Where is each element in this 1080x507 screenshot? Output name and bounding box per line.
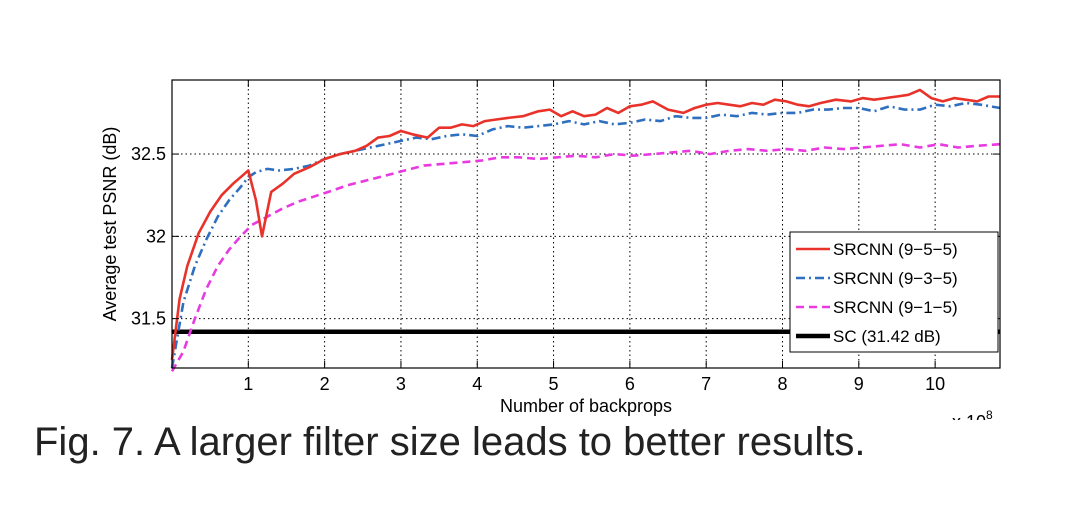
plot-area-frame [171,79,1001,369]
y-tick-label: 32.5 [131,144,166,164]
psnr-chart: 1 2 3 4 5 6 7 8 9 10 31.5 32 32.5 Number of backprop… [100,79,1001,420]
x-tick-label: 4 [472,374,482,394]
y-tick-label: 32 [146,226,166,246]
x-tick-label: 3 [396,374,406,394]
y-axis-title: Average test PSNR (dB) [100,127,120,322]
x-tick-label: 6 [625,374,635,394]
legend-label: SRCNN (9−3−5) [833,269,958,288]
x-tick-label: 7 [701,374,711,394]
x-tick-label: 1 [243,374,253,394]
axis-ticks: 1 2 3 4 5 6 7 8 9 10 31.5 32 32.5 [131,80,1000,394]
x-multiplier-exponent: 8 [986,408,993,420]
y-tick-label: 31.5 [131,309,166,329]
legend-label: SC (31.42 dB) [833,327,941,346]
series-line [170,101,1001,369]
legend-box [789,231,999,353]
series-line [170,88,1000,360]
x-tick-label: 5 [549,374,559,394]
legend-label: SRCNN (9−1−5) [833,298,958,317]
legend-label: SRCNN (9−5−5) [833,240,958,259]
x-axis-title: Number of backprops [500,396,672,416]
legend: SRCNN (9−5−5) SRCNN (9−3−5) SRCNN (9−1−5) S… [789,231,999,353]
x-tick-label: 9 [854,374,864,394]
x-tick-label: 10 [925,374,945,394]
x-axis-multiplier: x 108 [952,408,993,420]
figure-caption: Fig. 7. A larger filter size leads to be… [34,420,866,464]
x-multiplier-base: x 10 [952,412,986,420]
x-tick-label: 2 [320,374,330,394]
x-tick-label: 8 [777,374,787,394]
